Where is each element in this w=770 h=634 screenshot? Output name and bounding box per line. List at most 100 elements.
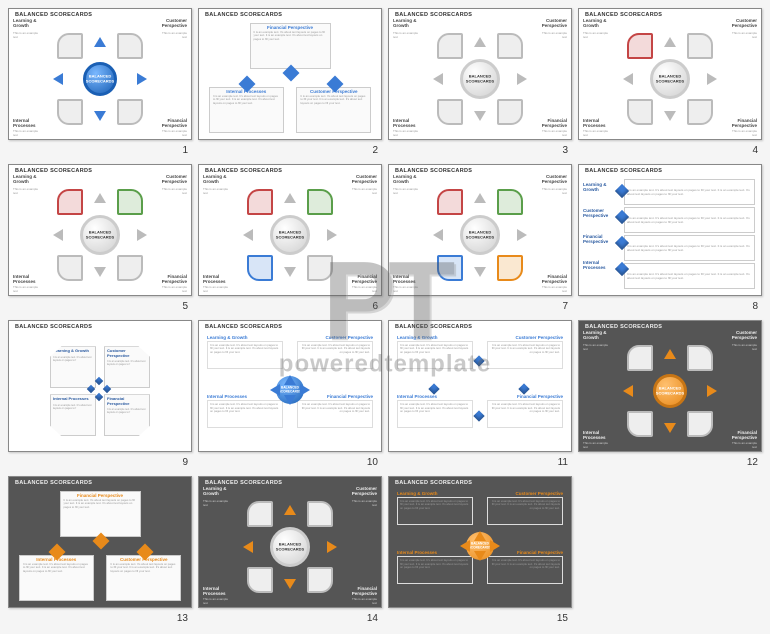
sample-text: This is an example text [727,31,757,39]
sample-text: This is an example text [393,31,423,39]
sample-text: This is an example text [583,343,613,351]
quadrant-label: CustomerPerspective [531,19,567,29]
sample-text: This is an example text [727,129,757,137]
quadrant-label: FinancialPerspective [721,431,757,441]
slide-number: 5 [182,301,188,312]
slide: BALANCED SCORECARDSIt is an example text… [578,164,762,296]
quadrant-label: CustomerPerspective [721,331,757,341]
slide: BALANCED SCORECARDSBALANCEDSCORECARDSLea… [388,164,572,296]
slide-thumbnail[interactable]: BALANCED SCORECARDSIt is an example text… [578,164,762,314]
slide-title: BALANCED SCORECARDS [15,480,92,486]
quadrant-label: CustomerPerspective [341,487,377,497]
slide-thumbnail[interactable]: BALANCED SCORECARDSFinancial Perspective… [198,8,382,158]
slide: BALANCED SCORECARDSBALANCEDSCORECARDSLea… [578,320,762,452]
quadrant-label: CustomerPerspective [151,175,187,185]
sample-text: This is an example text [203,187,233,195]
slide-thumbnail[interactable]: BALANCED SCORECARDSBALANCEDSCORECARDSLea… [388,8,572,158]
quadrant-label: CustomerPerspective [721,19,757,29]
slide: BALANCED SCORECARDSBALANCEDSCORECARDSLea… [8,8,192,140]
slide: BALANCED SCORECARDSBALANCEDSCORECARDSLea… [8,164,192,296]
sample-text: This is an example text [583,31,613,39]
quadrant-label: InternalProcesses [13,275,49,285]
quadrant-label: InternalProcesses [393,119,429,129]
quadrant-label: Learning &Growth [393,175,429,185]
sample-text: This is an example text [727,441,757,449]
slide-thumbnail[interactable]: BALANCED SCORECARDSLearning & GrowthIt i… [388,476,572,626]
quadrant-label: InternalProcesses [583,431,619,441]
slide-title: BALANCED SCORECARDS [395,480,472,486]
sample-text: This is an example text [157,129,187,137]
slide-number: 9 [182,457,188,468]
quadrant-label: InternalProcesses [583,119,619,129]
sample-text: This is an example text [537,31,567,39]
quadrant-label: CustomerPerspective [151,19,187,29]
slide-thumbnail[interactable]: BALANCED SCORECARDSBALANCEDSCORECARDSLea… [388,164,572,314]
slide-thumbnail[interactable]: BALANCED SCORECARDSLearning & GrowthIt i… [388,320,572,470]
slide: BALANCED SCORECARDSLearning & GrowthIt i… [388,320,572,452]
slide: BALANCED SCORECARDSFinancial Perspective… [198,8,382,140]
slide-number: 7 [562,301,568,312]
quadrant-label: FinancialPerspective [151,119,187,129]
slide-number: 12 [747,457,758,468]
slide: BALANCED SCORECARDSBALANCEDSCORECARDSLea… [198,164,382,296]
slide-thumbnail[interactable]: BALANCED SCORECARDSBALANCEDSCORECARDSLea… [578,8,762,158]
slide: BALANCED SCORECARDSBALANCEDSCORECARDSLea… [388,8,572,140]
sample-text: This is an example text [583,441,613,449]
sample-text: This is an example text [537,129,567,137]
quadrant-label: FinancialPerspective [531,119,567,129]
sample-text: This is an example text [347,285,377,293]
slide: BALANCED SCORECARDSBALANCEDSCORECARDSLea… [578,8,762,140]
slide-title: BALANCED SCORECARDS [395,324,472,330]
slide-number: 15 [557,613,568,624]
sample-text: This is an example text [203,499,233,507]
slide-number: 8 [752,301,758,312]
sample-text: This is an example text [537,187,567,195]
quadrant-label: Learning &Growth [583,331,619,341]
slide: BALANCED SCORECARDSLearning & GrowthIt i… [198,320,382,452]
quadrant-label: Learning &Growth [203,175,239,185]
sample-text: This is an example text [393,129,423,137]
sample-text: This is an example text [347,187,377,195]
slide-title: BALANCED SCORECARDS [205,12,282,18]
quadrant-label: CustomerPerspective [531,175,567,185]
slide-number: 11 [558,457,568,468]
quadrant-label: FinancialPerspective [151,275,187,285]
quadrant-label: Learning &Growth [393,19,429,29]
slide-thumbnail[interactable]: BALANCED SCORECARDSBALANCEDSCORECARDSLea… [578,320,762,470]
slide-thumbnail[interactable]: BALANCED SCORECARDSBALANCEDSCORECARDSLea… [198,164,382,314]
slide-thumbnail[interactable]: BALANCED SCORECARDSBALANCEDSCORECARDSLea… [8,8,192,158]
slide-number: 6 [372,301,378,312]
sample-text: This is an example text [537,285,567,293]
sample-text: This is an example text [157,285,187,293]
slide-number: 13 [177,613,188,624]
slide-thumbnail[interactable]: BALANCED SCORECARDSLearning & GrowthIt i… [8,320,192,470]
quadrant-label: Learning &Growth [203,487,239,497]
sample-text: This is an example text [347,499,377,507]
slide: BALANCED SCORECARDSFinancial Perspective… [8,476,192,608]
slide: BALANCED SCORECARDSBALANCEDSCORECARDSLea… [198,476,382,608]
slide: BALANCED SCORECARDSLearning & GrowthIt i… [388,476,572,608]
sample-text: This is an example text [13,187,43,195]
quadrant-label: InternalProcesses [203,275,239,285]
slide-thumbnail[interactable]: BALANCED SCORECARDSBALANCEDSCORECARDSLea… [8,164,192,314]
sample-text: This is an example text [347,597,377,605]
slide-title: BALANCED SCORECARDS [205,324,282,330]
slide-number: 2 [372,145,378,156]
quadrant-label: InternalProcesses [203,587,239,597]
slide-grid: BALANCED SCORECARDSBALANCEDSCORECARDSLea… [0,0,770,634]
slide-number: 4 [752,145,758,156]
sample-text: This is an example text [393,187,423,195]
quadrant-label: FinancialPerspective [341,587,377,597]
sample-text: This is an example text [13,31,43,39]
slide-number: 14 [367,613,378,624]
quadrant-label: FinancialPerspective [531,275,567,285]
sample-text: This is an example text [203,285,233,293]
quadrant-label: FinancialPerspective [341,275,377,285]
quadrant-label: Learning &Growth [583,19,619,29]
slide-thumbnail[interactable]: BALANCED SCORECARDSFinancial Perspective… [8,476,192,626]
sample-text: This is an example text [583,129,613,137]
sample-text: This is an example text [13,285,43,293]
slide-title: BALANCED SCORECARDS [15,324,92,330]
slide-thumbnail[interactable]: BALANCED SCORECARDSBALANCEDSCORECARDSLea… [198,476,382,626]
slide-thumbnail[interactable]: BALANCED SCORECARDSLearning & GrowthIt i… [198,320,382,470]
